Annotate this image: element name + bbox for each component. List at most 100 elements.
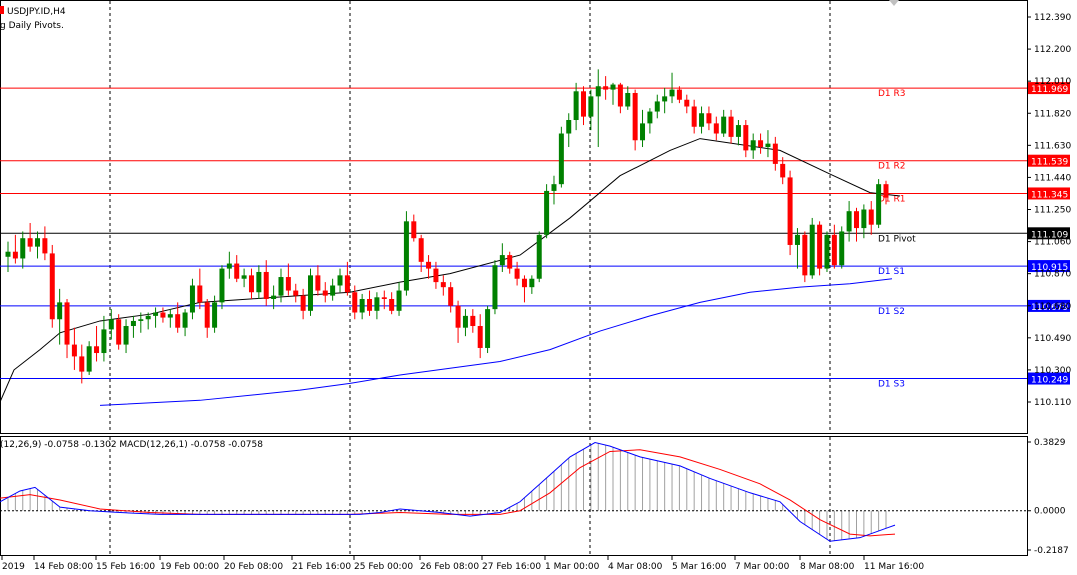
candle xyxy=(440,275,446,296)
candle-body xyxy=(433,268,439,283)
candle xyxy=(669,72,675,104)
price-axis: 112.390 112.200 112.010 111.820 111.630 111.4… xyxy=(1027,13,1071,556)
candle-body xyxy=(71,344,77,357)
candle xyxy=(278,268,284,303)
candle-body xyxy=(625,92,631,107)
macd-tick-label: -0.2187 xyxy=(1034,546,1069,556)
time-tick-label: 1 Mar 00:00 xyxy=(545,562,600,572)
candle xyxy=(5,241,11,272)
candle xyxy=(883,180,889,205)
candle-body xyxy=(514,268,520,279)
shift-marker-icon[interactable] xyxy=(889,0,899,6)
candle-body xyxy=(86,346,92,372)
candle xyxy=(839,226,845,269)
candle-body xyxy=(758,140,764,148)
candle xyxy=(507,251,513,274)
candle xyxy=(713,116,719,141)
candle xyxy=(403,211,409,296)
pivot-price-tag xyxy=(1028,227,1070,240)
candle xyxy=(551,175,557,205)
price-tick-label: 111.820 xyxy=(1034,109,1071,119)
symbol-title: USDJPY.ID,H4 xyxy=(7,7,66,17)
candle xyxy=(787,170,793,256)
candle-body xyxy=(145,315,151,320)
candle xyxy=(846,201,852,242)
candle-body xyxy=(5,251,11,257)
candle xyxy=(189,278,195,320)
candle xyxy=(367,290,373,316)
candle xyxy=(352,285,358,320)
time-tick-label: 20 Feb 08:00 xyxy=(224,562,283,572)
candle xyxy=(580,86,586,126)
pivot-price-tag-text: 110.679 xyxy=(1031,303,1068,313)
candle-body xyxy=(212,302,218,328)
candle xyxy=(625,86,631,110)
candle xyxy=(566,113,572,148)
candle xyxy=(418,234,424,272)
candle xyxy=(101,315,107,362)
pivot-label: D1 S3 xyxy=(878,380,905,390)
candle xyxy=(71,327,77,370)
candle-body xyxy=(588,96,594,117)
candle-body xyxy=(662,96,668,102)
candle xyxy=(197,268,203,310)
candle xyxy=(647,108,653,134)
pivot-label: D1 R1 xyxy=(878,194,906,204)
macd-tick-label: 0.3829 xyxy=(1034,438,1066,448)
pivot-label: D1 S2 xyxy=(878,307,905,317)
candle xyxy=(573,82,579,131)
candle-body xyxy=(551,184,557,191)
ma-fast-line xyxy=(0,138,901,403)
pivot-price-tag-text: 110.249 xyxy=(1031,376,1068,386)
candle-body xyxy=(839,231,845,266)
macd-tick-label: 0.0000 xyxy=(1034,507,1066,517)
pivot-label: D1 R3 xyxy=(878,89,906,99)
pivot-price-tag xyxy=(1028,187,1070,200)
candle-body xyxy=(241,275,247,279)
candle xyxy=(802,231,808,283)
candle-body xyxy=(507,255,513,269)
symbol-marker-icon xyxy=(0,6,4,14)
candle-body xyxy=(640,123,646,141)
candle xyxy=(492,260,498,315)
candle-body xyxy=(248,275,254,293)
pivot-price-tag-text: 111.539 xyxy=(1031,158,1068,168)
candle-body xyxy=(440,282,446,288)
candle-body xyxy=(603,86,609,90)
candle-body xyxy=(595,86,601,97)
pivot-price-tag xyxy=(1028,260,1070,273)
candle-body xyxy=(418,238,424,262)
candle xyxy=(204,298,210,338)
candle xyxy=(411,214,417,242)
candle xyxy=(426,255,432,279)
candle xyxy=(389,292,395,315)
pivot-price-tag-text: 110.915 xyxy=(1031,263,1068,273)
candle-body xyxy=(197,285,203,303)
candle-body xyxy=(529,278,535,288)
candle-body xyxy=(116,319,122,345)
candles xyxy=(5,69,889,384)
candle xyxy=(640,109,646,148)
candle-body xyxy=(64,302,70,345)
candle xyxy=(241,268,247,288)
candle-body xyxy=(794,234,800,245)
candle xyxy=(167,309,173,328)
pivot-price-tag-text: 111.345 xyxy=(1031,190,1068,200)
candle xyxy=(617,82,623,114)
candle-body xyxy=(721,116,727,134)
candle-body xyxy=(448,287,454,306)
candle xyxy=(108,309,114,340)
candle xyxy=(750,133,756,159)
candle xyxy=(831,224,837,269)
candle-body xyxy=(256,271,262,293)
candle-body xyxy=(374,297,380,311)
time-tick-label: 27 Feb 16:00 xyxy=(482,562,541,572)
candle-body xyxy=(772,143,778,164)
price-panel-frame xyxy=(0,0,1028,434)
candle xyxy=(485,305,491,354)
candle xyxy=(876,179,882,229)
candle-body xyxy=(367,298,373,311)
candle-body xyxy=(883,184,889,198)
candle-body xyxy=(381,297,387,299)
candle-body xyxy=(853,211,859,229)
